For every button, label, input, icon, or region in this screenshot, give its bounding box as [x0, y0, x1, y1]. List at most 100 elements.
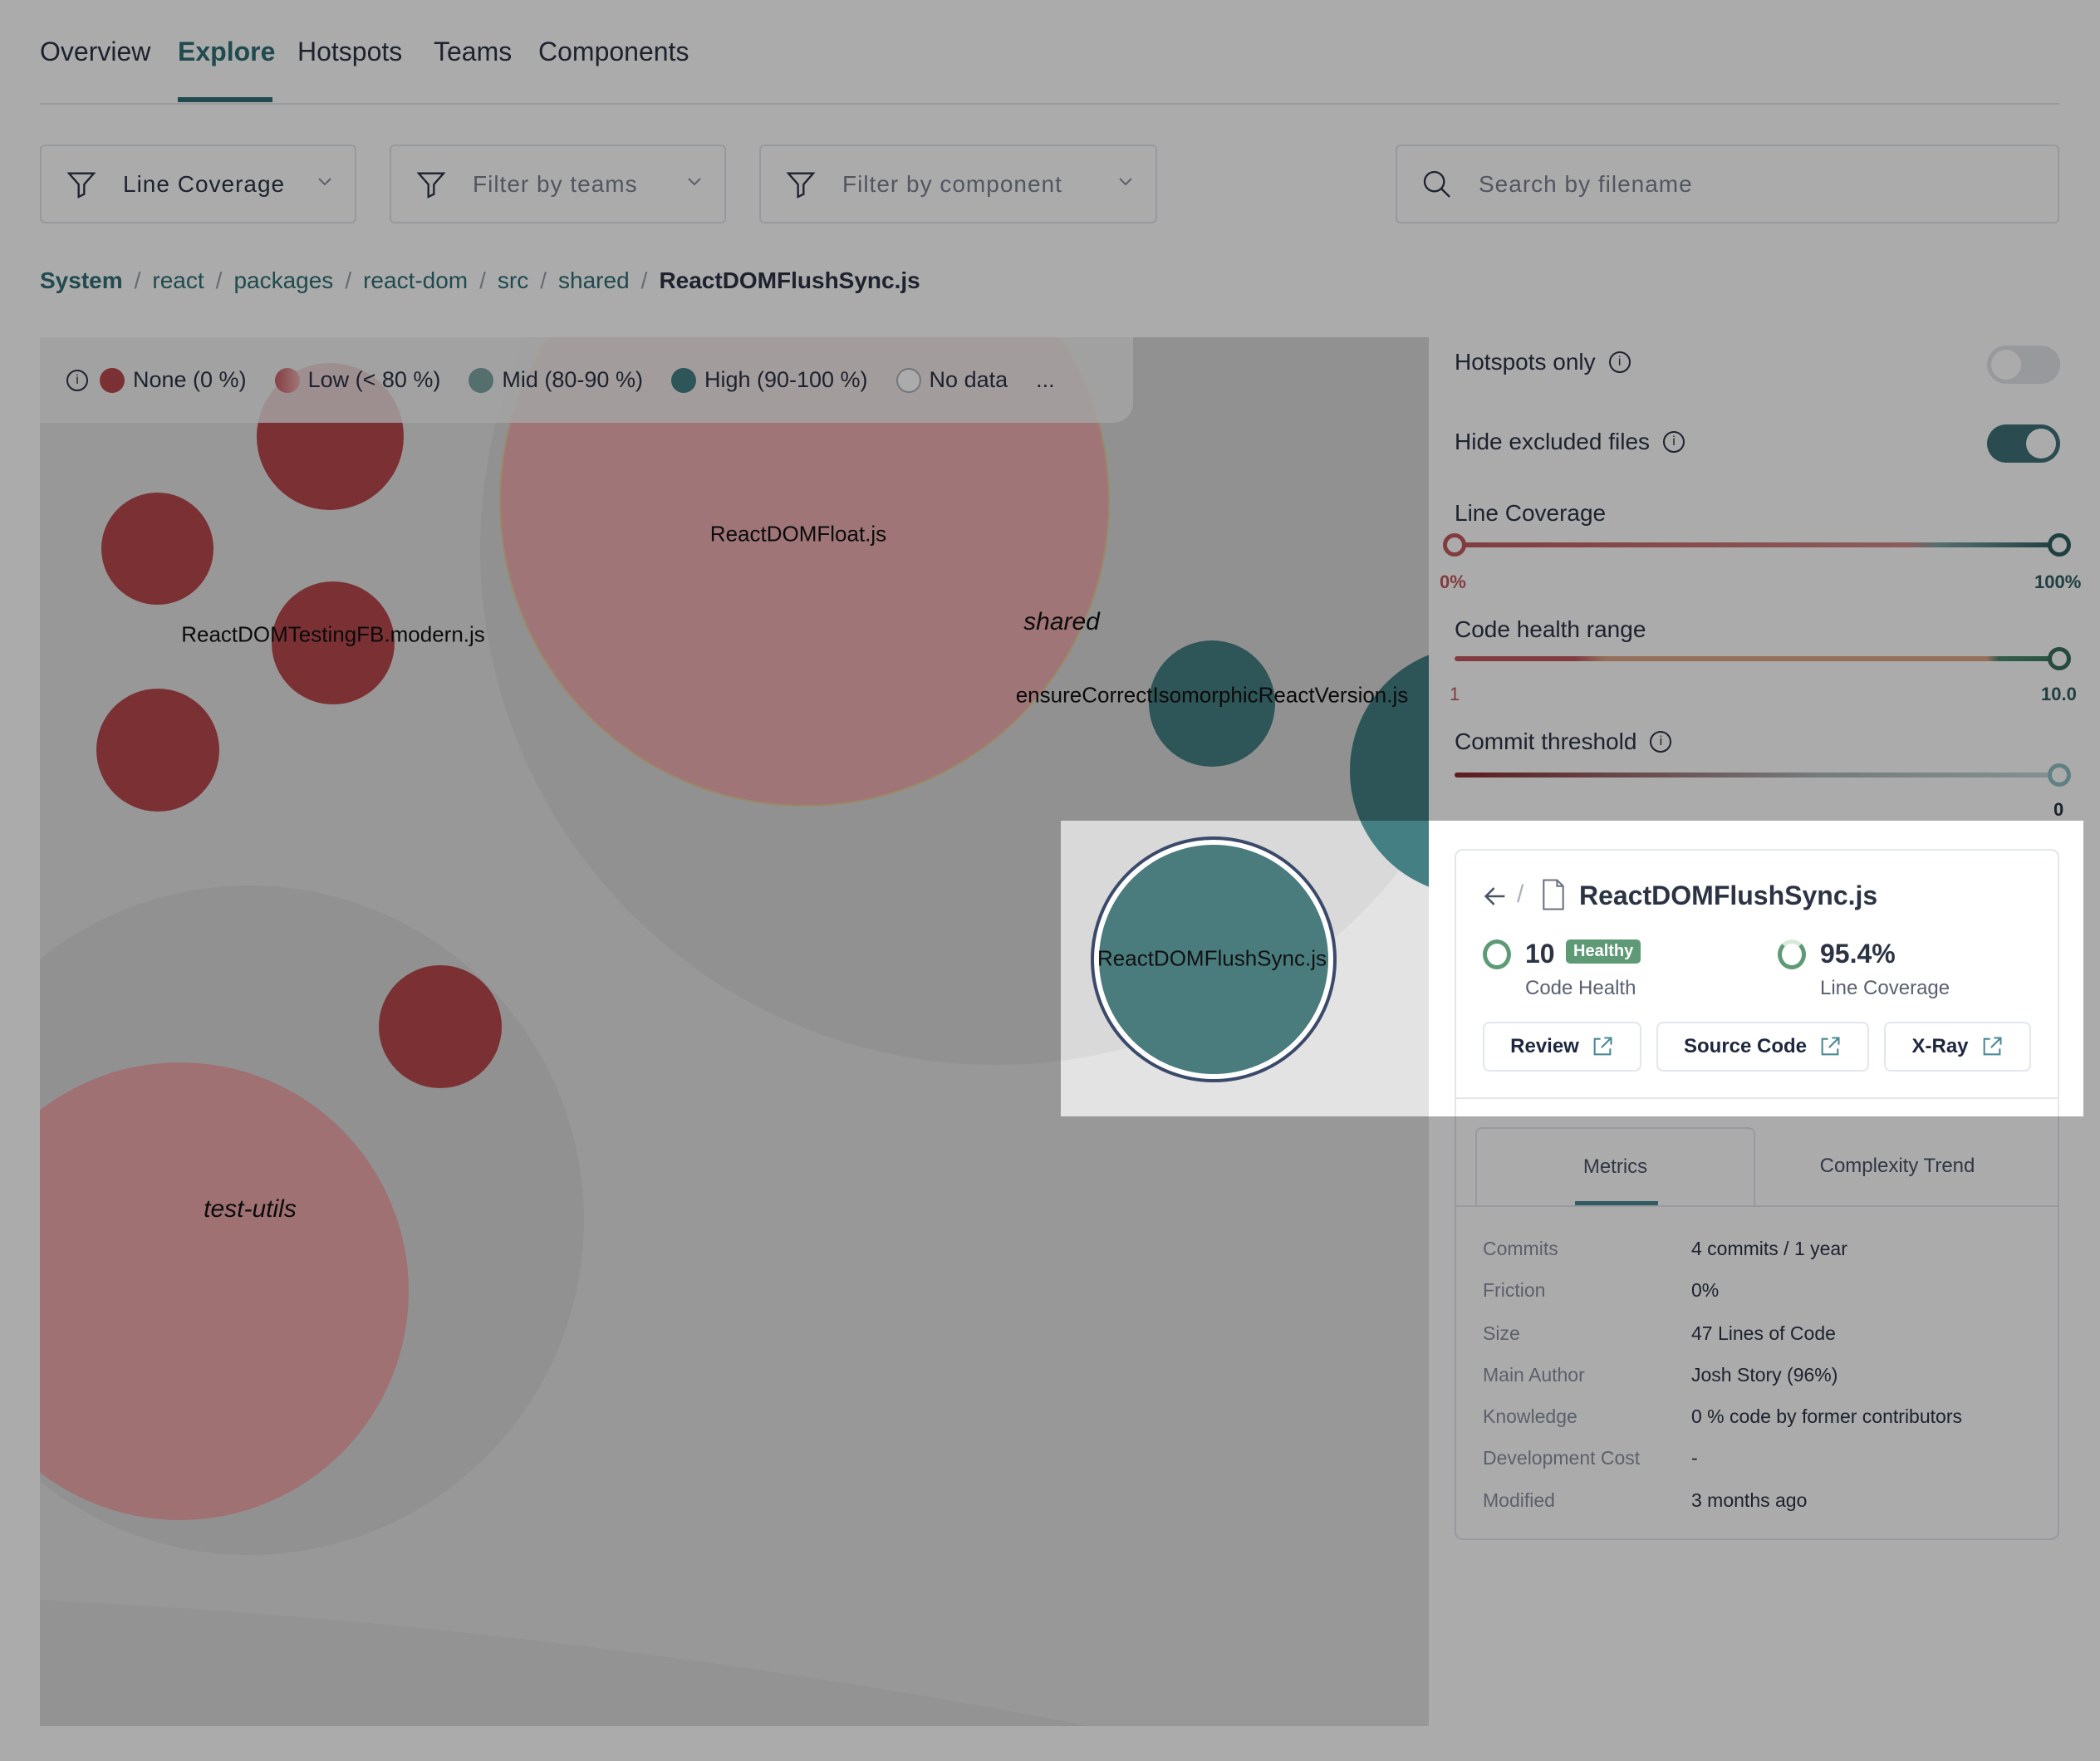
line-coverage-value: 95.4%: [1820, 939, 1896, 969]
breadcrumb-packages[interactable]: packages: [233, 267, 334, 293]
filter-icon: [416, 172, 446, 199]
commit-threshold-slider-track[interactable]: [1455, 773, 2059, 777]
card-divider: [1456, 1097, 2058, 1099]
tab-overview[interactable]: Overview: [40, 37, 151, 66]
tab-components[interactable]: Components: [538, 37, 689, 66]
metric-label: Development Cost: [1483, 1447, 1641, 1469]
component-filter-placeholder: Filter by component: [842, 170, 1062, 197]
hide-excluded-row: Hide excluded files i: [1455, 429, 1685, 455]
info-icon[interactable]: i: [66, 369, 88, 391]
commit-threshold-value: 0: [2053, 799, 2064, 820]
info-icon[interactable]: i: [1650, 731, 1672, 753]
tab-complexity-trend[interactable]: Complexity Trend: [1819, 1155, 1975, 1177]
legend-swatch: [274, 367, 300, 393]
metric-value: 3 months ago: [1691, 1489, 1808, 1511]
metric-select[interactable]: Line Coverage: [40, 145, 356, 223]
metric-row: Knowledge 0 % code by former contributors: [1483, 1405, 1962, 1428]
chevron-down-icon: [318, 178, 331, 186]
component-filter[interactable]: Filter by component: [759, 145, 1157, 223]
bubble-map[interactable]: ReactDOMFloat.js ReactDOMTestingFB.moder…: [40, 337, 1429, 1726]
code-health-label: Code health range: [1455, 616, 1646, 642]
tab-teams[interactable]: Teams: [434, 37, 513, 66]
parent-circle[interactable]: [40, 337, 1429, 1726]
breadcrumb-separator: /: [1517, 880, 1524, 908]
commit-threshold-handle[interactable]: [2048, 763, 2071, 787]
file-circle-test-utils[interactable]: [40, 1062, 409, 1520]
search-placeholder: Search by filename: [1479, 170, 1693, 197]
metric-value: -: [1691, 1447, 1698, 1469]
breadcrumb-shared[interactable]: shared: [558, 267, 630, 293]
teams-filter[interactable]: Filter by teams: [390, 145, 726, 223]
breadcrumb: System / react / packages / react-dom / src /…: [40, 267, 920, 294]
breadcrumb-react-dom[interactable]: react-dom: [363, 267, 469, 293]
filter-icon: [66, 172, 96, 199]
tab-hotspots[interactable]: Hotspots: [297, 37, 403, 66]
file-icon: [1543, 879, 1564, 910]
line-coverage-caption: Line Coverage: [1820, 977, 1950, 999]
file-circle-testingfb[interactable]: [272, 581, 395, 704]
active-tab-indicator: [178, 97, 272, 102]
hide-excluded-toggle[interactable]: [1987, 424, 2060, 463]
breadcrumb-separator: /: [134, 267, 141, 293]
code-health-max-handle[interactable]: [2048, 647, 2071, 670]
hotspots-only-row: Hotspots only i: [1455, 349, 1631, 375]
map-label: ReactDOMTestingFB.modern.js: [181, 621, 485, 647]
line-coverage-max-handle[interactable]: [2048, 533, 2071, 557]
metric-label: Size: [1483, 1322, 1520, 1344]
external-link-icon: [1593, 1037, 1612, 1056]
code-health-value: 10: [1525, 939, 1555, 969]
info-icon[interactable]: i: [1608, 351, 1631, 373]
breadcrumb-src[interactable]: src: [497, 267, 529, 293]
metric-value: Josh Story (96%): [1691, 1364, 1838, 1386]
legend-item-none: None (0 %): [100, 367, 247, 393]
file-circle[interactable]: [96, 689, 219, 812]
source-code-button[interactable]: Source Code: [1656, 1022, 1869, 1072]
back-arrow-icon[interactable]: [1481, 882, 1509, 910]
file-circle[interactable]: [101, 493, 213, 605]
breadcrumb-react[interactable]: react: [152, 267, 204, 293]
line-coverage-slider-track[interactable]: [1455, 542, 2059, 547]
hotspots-only-label: Hotspots only: [1455, 349, 1596, 375]
code-health-slider-track[interactable]: [1455, 656, 2059, 661]
teams-filter-placeholder: Filter by teams: [473, 170, 638, 197]
tabs-divider: [1456, 1205, 2058, 1207]
review-button[interactable]: Review: [1483, 1022, 1641, 1072]
breadcrumb-separator: /: [479, 267, 486, 293]
legend-item-low: Low (< 80 %): [274, 367, 440, 393]
line-coverage-min-handle[interactable]: [1443, 533, 1466, 557]
legend-more-button[interactable]: ...: [1036, 367, 1055, 392]
metric-label: Modified: [1483, 1489, 1555, 1511]
info-icon[interactable]: i: [1663, 431, 1685, 453]
filter-icon: [786, 172, 816, 199]
metric-label: Main Author: [1483, 1364, 1585, 1386]
search-input[interactable]: Search by filename: [1396, 145, 2059, 223]
breadcrumb-separator: /: [345, 267, 352, 293]
legend-swatch: [469, 367, 494, 393]
file-circle-ensure[interactable]: [1149, 640, 1275, 767]
file-circle[interactable]: [379, 965, 502, 1088]
metric-value: 47 Lines of Code: [1691, 1322, 1836, 1344]
file-circle-flushsync-selected[interactable]: [1091, 836, 1337, 1082]
code-health-ring-icon: [1483, 939, 1511, 969]
commit-threshold-label: Commit threshold: [1455, 728, 1637, 754]
tabs-divider: [40, 103, 2059, 105]
external-link-icon: [1821, 1037, 1840, 1056]
map-folder-label: test-utils: [204, 1195, 297, 1223]
xray-button[interactable]: X-Ray: [1884, 1022, 2031, 1072]
breadcrumb-separator: /: [215, 267, 223, 293]
tab-explore[interactable]: Explore: [178, 37, 276, 66]
hotspots-only-toggle[interactable]: [1987, 346, 2060, 384]
hide-excluded-label: Hide excluded files: [1455, 429, 1651, 454]
legend-swatch: [895, 367, 921, 393]
search-icon: [1423, 170, 1450, 198]
metric-row: Commits 4 commits / 1 year: [1483, 1238, 1847, 1260]
metric-value: 0%: [1691, 1279, 1720, 1301]
tab-metrics[interactable]: Metrics: [1475, 1127, 1755, 1205]
metric-row: Development Cost -: [1483, 1447, 1698, 1469]
breadcrumb-system[interactable]: System: [40, 267, 123, 293]
legend-item-mid: Mid (80-90 %): [469, 367, 643, 393]
legend-item-nodata: No data: [895, 367, 1008, 393]
chevron-down-icon: [688, 178, 701, 186]
line-coverage-max-label: 100%: [2034, 571, 2082, 592]
coverage-legend: i None (0 %) Low (< 80 %) Mid (80-90 %) …: [40, 337, 1133, 423]
